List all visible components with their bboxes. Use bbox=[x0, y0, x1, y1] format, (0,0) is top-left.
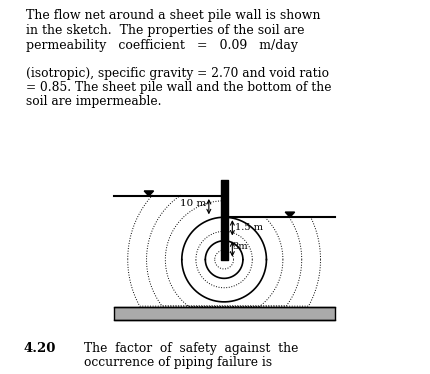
Text: The flow net around a sheet pile wall is shown: The flow net around a sheet pile wall is… bbox=[26, 9, 319, 22]
Text: The  factor  of  safety  against  the: The factor of safety against the bbox=[84, 342, 298, 355]
Text: 1.5 m: 1.5 m bbox=[235, 223, 263, 232]
Text: (isotropic), specific gravity = 2.70 and void ratio: (isotropic), specific gravity = 2.70 and… bbox=[26, 67, 328, 80]
Text: 10 m: 10 m bbox=[179, 199, 206, 208]
Text: = 0.85. The sheet pile wall and the bottom of the: = 0.85. The sheet pile wall and the bott… bbox=[26, 81, 331, 94]
Text: permeability   coefficient   =   0.09   m/day: permeability coefficient = 0.09 m/day bbox=[26, 39, 297, 52]
Text: occurrence of piping failure is: occurrence of piping failure is bbox=[84, 356, 271, 369]
Text: in the sketch.  The properties of the soil are: in the sketch. The properties of the soi… bbox=[26, 24, 304, 37]
Text: 4.20: 4.20 bbox=[24, 342, 56, 355]
Bar bbox=[114, 307, 334, 319]
Text: 3m: 3m bbox=[232, 242, 247, 251]
Text: soil are impermeable.: soil are impermeable. bbox=[26, 95, 161, 108]
Polygon shape bbox=[285, 212, 294, 217]
Polygon shape bbox=[144, 191, 153, 196]
